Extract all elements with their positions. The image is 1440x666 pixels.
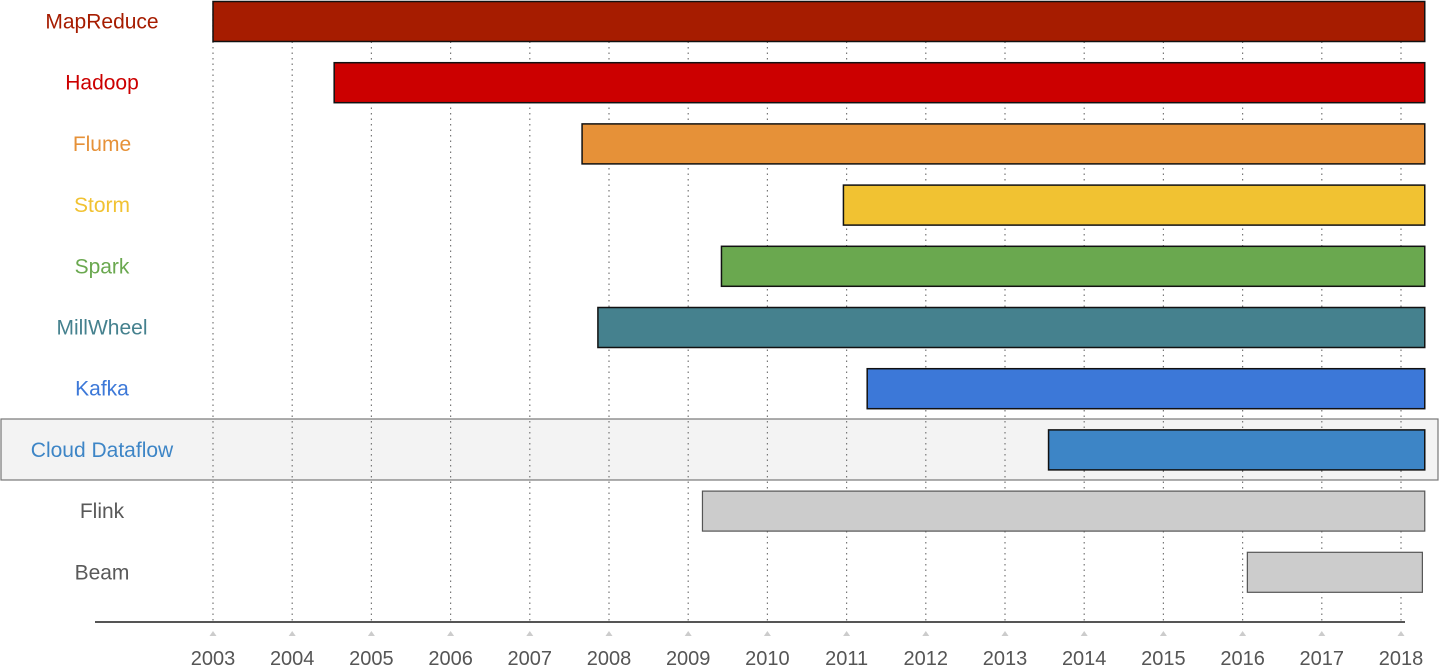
tick-marker-2015 [1159,631,1167,636]
tick-marker-2003 [209,631,217,636]
tick-label-2003: 2003 [191,648,236,666]
bar-storm [842,184,1426,226]
bar-mapreduce [212,0,1426,43]
tick-label-2010: 2010 [745,648,790,666]
bar-spark [720,245,1426,288]
bar-kafka [866,367,1426,410]
row-label-spark: Spark [75,255,130,278]
tick-label-2009: 2009 [666,648,711,666]
row-label-flink: Flink [80,500,125,523]
row-label-beam: Beam [75,561,130,584]
row-label-kafka: Kafka [75,378,129,401]
tick-marker-2010 [763,631,771,636]
tick-marker-2009 [684,631,692,636]
tick-label-2016: 2016 [1220,648,1265,666]
bar-millwheel [597,306,1426,349]
tick-label-2008: 2008 [587,648,632,666]
tick-label-2017: 2017 [1300,648,1345,666]
tick-marker-2014 [1080,631,1088,636]
row-label-flume: Flume [73,133,131,156]
bar-hadoop [333,61,1426,104]
tick-label-2011: 2011 [825,648,868,666]
tick-label-2018: 2018 [1379,648,1424,666]
tick-marker-2008 [605,631,613,636]
bars [212,0,1426,593]
tick-label-2013: 2013 [983,648,1028,666]
tick-marker-2018 [1397,631,1405,636]
tick-label-2005: 2005 [349,648,394,666]
row-label-hadoop: Hadoop [65,72,139,95]
tick-marker-2004 [288,631,296,636]
tick-marker-2017 [1318,631,1326,636]
tick-marker-2005 [367,631,375,636]
tick-label-2015: 2015 [1141,648,1186,666]
tick-marker-2013 [1001,631,1009,636]
bar-flume [581,123,1426,165]
tick-label-2014: 2014 [1062,648,1107,666]
row-labels: MapReduce Hadoop Flume Storm Spark MillWheel K… [31,11,174,585]
tick-label-2007: 2007 [508,648,553,666]
row-label-mapreduce: MapReduce [45,11,158,34]
tick-marker-2012 [922,631,930,636]
tick-label-2012: 2012 [904,648,949,666]
tick-marker-2011 [843,631,851,636]
row-label-millwheel: MillWheel [56,317,147,340]
tick-marker-2007 [526,631,534,636]
row-label-storm: Storm [74,194,130,217]
bar-flink [701,490,1426,532]
tick-marker-2006 [447,631,455,636]
tick-label-2006: 2006 [428,648,473,666]
row-label-cloud-dataflow: Cloud Dataflow [31,439,174,462]
tick-marker-2016 [1239,631,1247,636]
tick-label-2004: 2004 [270,648,315,666]
bar-beam [1246,551,1423,593]
x-axis-ticks: 2003 2004 2005 2006 2007 2008 2009 2010 2011 2012… [191,631,1424,666]
bar-cloud-dataflow [1047,429,1426,471]
